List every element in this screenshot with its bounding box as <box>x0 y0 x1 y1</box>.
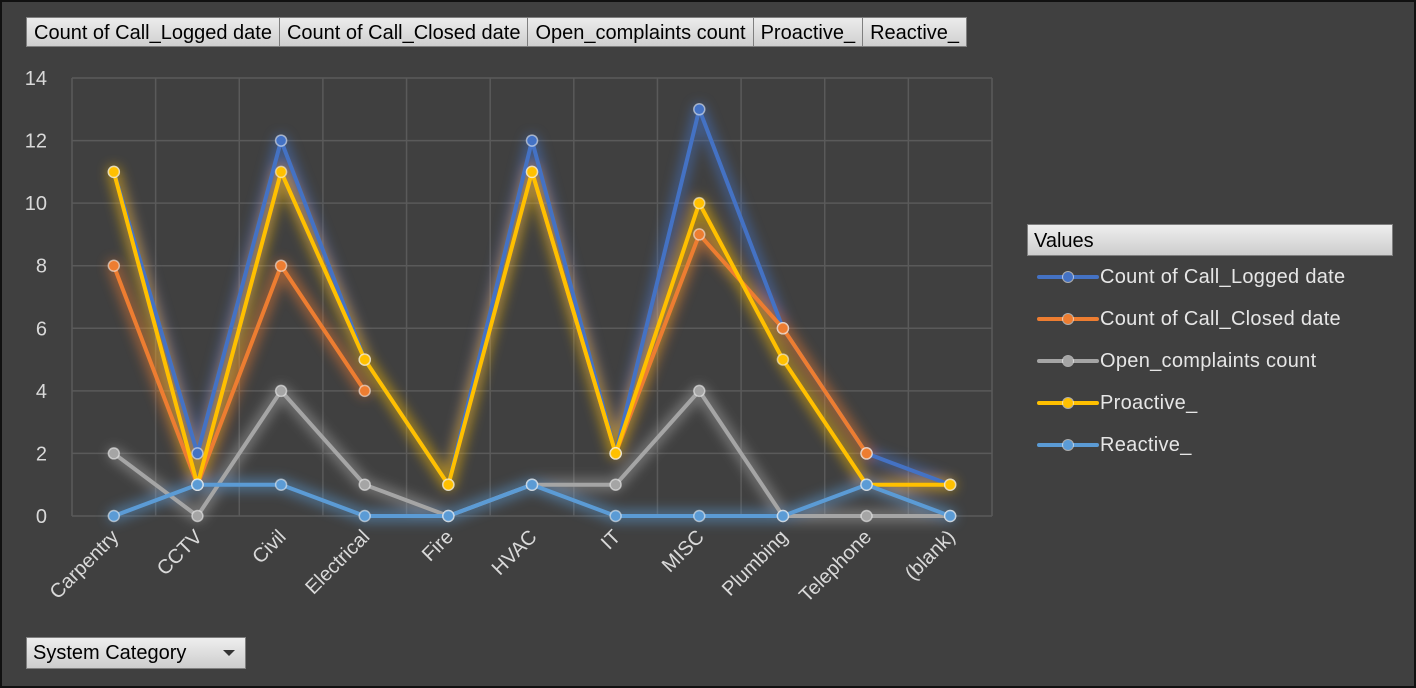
data-point-count-of-call-logged-date <box>693 103 706 116</box>
data-point-count-of-call-logged-date <box>274 134 288 147</box>
data-point-reactive <box>525 478 539 491</box>
data-point-count-of-call-logged-date <box>191 447 204 460</box>
data-point-count-of-call-closed-date <box>776 322 790 335</box>
data-point-open-complaints-count <box>609 478 622 491</box>
x-tick-label: Electrical <box>301 526 374 599</box>
legend-label: Reactive_ <box>1100 433 1192 456</box>
data-point-reactive <box>358 509 371 523</box>
y-tick-label: 10 <box>25 193 47 215</box>
x-tick-label: Telephone <box>795 526 876 607</box>
legend-item-count-of-call-closed-date[interactable]: Count of Call_Closed date <box>1027 298 1393 340</box>
data-point-reactive <box>274 478 288 491</box>
field-button-open-complaints[interactable]: Open_complaints count <box>527 17 754 47</box>
x-tick-label: Fire <box>418 526 458 566</box>
data-point-proactive <box>442 478 455 491</box>
data-point-count-of-call-logged-date <box>525 134 539 147</box>
y-tick-label: 2 <box>36 443 47 465</box>
data-point-reactive <box>943 509 957 523</box>
legend-item-open-complaints-count[interactable]: Open_complaints count <box>1027 340 1393 382</box>
y-tick-label: 6 <box>36 318 47 340</box>
data-point-open-complaints-count <box>693 384 706 398</box>
legend-swatch-icon <box>1027 298 1099 340</box>
data-point-reactive <box>860 478 873 491</box>
y-tick-label: 12 <box>25 131 47 153</box>
legend-item-reactive[interactable]: Reactive_ <box>1027 424 1393 466</box>
data-point-count-of-call-closed-date <box>274 259 288 272</box>
data-point-reactive <box>191 478 204 491</box>
x-tick-label: MISC <box>658 526 709 577</box>
data-point-proactive <box>525 165 539 179</box>
dropdown-arrow-icon[interactable] <box>223 650 235 656</box>
value-field-buttons: Count of Call_Logged date Count of Call_… <box>26 17 968 47</box>
data-point-proactive <box>274 165 288 179</box>
axis-field-button-system-category[interactable]: System Category <box>26 637 246 669</box>
y-axis-ticks: 0 2 4 6 8 10 12 14 <box>25 68 47 528</box>
field-button-reactive[interactable]: Reactive_ <box>862 17 968 47</box>
data-point-proactive <box>609 447 622 460</box>
field-button-call-closed[interactable]: Count of Call_Closed date <box>278 17 529 47</box>
data-point-count-of-call-closed-date <box>693 228 706 241</box>
legend-label: Count of Call_Logged date <box>1100 265 1346 288</box>
data-point-open-complaints-count <box>191 509 204 523</box>
field-button-call-logged[interactable]: Count of Call_Logged date <box>26 17 280 47</box>
x-tick-label: (blank) <box>901 526 960 585</box>
y-tick-label: 0 <box>36 506 47 528</box>
legend-label: Proactive_ <box>1100 391 1198 414</box>
data-point-reactive <box>107 509 121 523</box>
legend-swatch-icon <box>1027 382 1099 424</box>
axis-field-label: System Category <box>33 642 187 664</box>
x-axis-ticks: Carpentry CCTV Civil Electrical Fire HVAC IT MI… <box>46 526 960 607</box>
x-tick-label: HVAC <box>488 526 542 580</box>
data-point-count-of-call-closed-date <box>860 447 873 460</box>
legend-swatch-icon <box>1027 424 1099 466</box>
data-point-reactive <box>693 509 706 523</box>
legend-swatch-icon <box>1027 340 1099 382</box>
data-point-open-complaints-count <box>358 478 371 491</box>
data-point-open-complaints-count <box>107 447 121 460</box>
legend: Values Count of Call_Logged date Count of… <box>1027 224 1393 466</box>
x-tick-label: Civil <box>248 526 290 568</box>
legend-item-count-of-call-logged-date[interactable]: Count of Call_Logged date <box>1027 256 1393 298</box>
legend-item-proactive[interactable]: Proactive_ <box>1027 382 1393 424</box>
data-point-open-complaints-count <box>860 509 873 523</box>
x-tick-label: Plumbing <box>718 526 793 601</box>
series-line-count-of-call-closed-date <box>111 263 367 487</box>
x-tick-label: Carpentry <box>46 526 124 604</box>
data-point-count-of-call-closed-date <box>107 259 121 272</box>
data-point-open-complaints-count <box>274 384 288 398</box>
data-point-proactive <box>693 196 706 210</box>
data-point-proactive <box>107 165 121 179</box>
legend-title[interactable]: Values <box>1027 224 1393 256</box>
data-point-proactive <box>943 478 957 491</box>
data-point-count-of-call-closed-date <box>358 384 371 398</box>
legend-items: Count of Call_Logged date Count of Call_C… <box>1027 256 1393 466</box>
data-point-reactive <box>609 509 622 523</box>
y-tick-label: 14 <box>25 68 47 90</box>
data-point-reactive <box>776 509 790 523</box>
y-tick-label: 8 <box>36 256 47 278</box>
data-point-reactive <box>442 509 455 523</box>
x-tick-label: CCTV <box>153 526 208 581</box>
legend-label: Open_complaints count <box>1100 349 1317 372</box>
series-markers <box>107 103 957 523</box>
legend-swatch-icon <box>1027 256 1099 298</box>
x-tick-label: IT <box>597 526 625 554</box>
y-tick-label: 4 <box>36 381 47 403</box>
legend-label: Count of Call_Closed date <box>1100 307 1341 330</box>
data-point-proactive <box>776 353 790 366</box>
data-point-proactive <box>358 353 371 366</box>
